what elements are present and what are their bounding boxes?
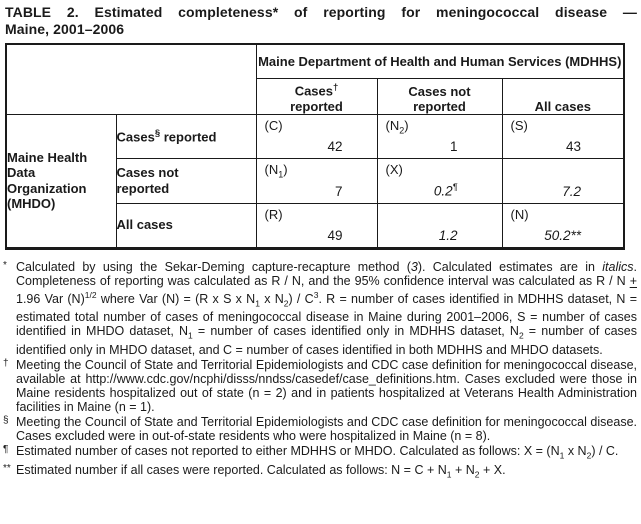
footnote-marker: ** bbox=[3, 463, 11, 475]
row-label-cases-reported: Cases§ reported bbox=[115, 113, 257, 159]
footnote-double-asterisk: ** Estimated number if all cases were rep… bbox=[3, 462, 637, 482]
footnote-marker: ¶ bbox=[3, 443, 9, 455]
footnote-text: Calculated by using the Sekar-Deming cap… bbox=[16, 259, 637, 357]
col-header-cases-reported: Cases† reported bbox=[255, 77, 378, 115]
cell-tag: (R) bbox=[264, 206, 283, 222]
footnote-pilcrow: ¶ Estimated number of cases not reported … bbox=[3, 443, 637, 463]
cell-all-cases-mdhhs-not-reported: 1.2 bbox=[376, 202, 503, 249]
cell-tag: (X) bbox=[385, 161, 403, 177]
cell-tag: (N1) bbox=[264, 161, 288, 180]
cell-cases-reported-all-cases: (S) 43 bbox=[501, 113, 625, 159]
footnote-marker: † bbox=[3, 357, 9, 369]
cell-value: 1.2 bbox=[438, 227, 458, 243]
footnote-section: § Meeting the Council of State and Territ… bbox=[3, 414, 637, 443]
data-table: Maine Department of Health and Human Ser… bbox=[5, 43, 626, 250]
footnote-text: Estimated number if all cases were repor… bbox=[16, 463, 506, 480]
footnote-text: Estimated number of cases not reported t… bbox=[16, 443, 619, 461]
footnote-marker: * bbox=[3, 259, 7, 271]
table-title-line-1: TABLE 2. Estimated completeness* of repo… bbox=[5, 4, 637, 20]
cell-value: 42 bbox=[327, 138, 343, 154]
footnote-marker: § bbox=[3, 414, 9, 426]
page: TABLE 2. Estimated completeness* of repo… bbox=[0, 4, 641, 524]
cell-tag: (S) bbox=[510, 117, 528, 133]
corner-cell bbox=[5, 43, 257, 115]
footnote-text: Meeting the Council of State and Territo… bbox=[16, 414, 637, 443]
footnote-text: Meeting the Council of State and Territo… bbox=[16, 357, 637, 414]
footnote-dagger: † Meeting the Council of State and Territ… bbox=[3, 357, 637, 414]
cell-value: 7 bbox=[334, 183, 343, 199]
cell-all-cases-all-cases: (N) 50.2** bbox=[501, 202, 625, 249]
mdhhs-span-header: Maine Department of Health and Human Ser… bbox=[255, 43, 625, 79]
cell-tag: (N2) bbox=[385, 117, 409, 136]
cell-tag: (N) bbox=[510, 206, 529, 222]
row-label-all-cases: All cases bbox=[115, 202, 257, 249]
col-header-all-cases: All cases bbox=[501, 77, 625, 115]
cell-cases-not-reported-mdhhs-reported: (N1) 7 bbox=[255, 157, 378, 204]
footnote-asterisk: * Calculated by using the Sekar-Deming ca… bbox=[3, 259, 637, 357]
cell-value: 0.2¶ bbox=[433, 182, 458, 199]
cell-cases-reported-mdhhs-reported: (C) 42 bbox=[255, 113, 378, 159]
cell-tag: (C) bbox=[264, 117, 283, 133]
table-title: TABLE 2. Estimated completeness* of repo… bbox=[5, 4, 637, 37]
cell-value: 50.2** bbox=[544, 227, 582, 243]
cell-cases-not-reported-all-cases: 7.2 bbox=[501, 157, 625, 204]
cell-all-cases-mdhhs-reported: (R) 49 bbox=[255, 202, 378, 249]
cell-value: 1 bbox=[449, 138, 458, 154]
footnotes: * Calculated by using the Sekar-Deming ca… bbox=[3, 259, 637, 482]
cell-cases-not-reported-mdhhs-not-reported: (X) 0.2¶ bbox=[376, 157, 503, 204]
table-title-line-2: Maine, 2001–2006 bbox=[5, 20, 125, 37]
col-header-cases-not-reported: Cases not reported bbox=[376, 77, 503, 115]
cell-value: 49 bbox=[327, 227, 343, 243]
cell-cases-reported-mdhhs-not-reported: (N2) 1 bbox=[376, 113, 503, 159]
cell-value: 7.2 bbox=[562, 183, 582, 199]
row-group-label-mhdo: Maine Health Data Organization (MHDO) bbox=[5, 113, 117, 249]
cell-value: 43 bbox=[566, 138, 582, 154]
row-label-cases-not-reported: Cases not reported bbox=[115, 157, 257, 204]
